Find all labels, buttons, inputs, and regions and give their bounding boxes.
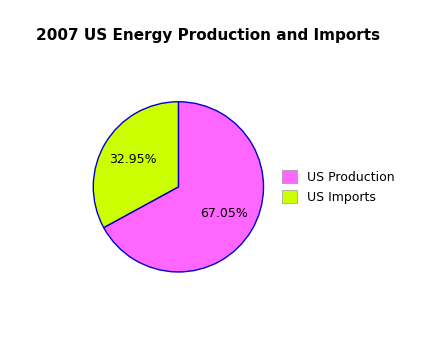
Text: 32.95%: 32.95% xyxy=(109,153,157,166)
Wedge shape xyxy=(93,102,178,228)
Text: 67.05%: 67.05% xyxy=(200,207,248,220)
Legend: US Production, US Imports: US Production, US Imports xyxy=(276,164,401,210)
Wedge shape xyxy=(103,102,264,272)
Text: 2007 US Energy Production and Imports: 2007 US Energy Production and Imports xyxy=(36,28,380,43)
